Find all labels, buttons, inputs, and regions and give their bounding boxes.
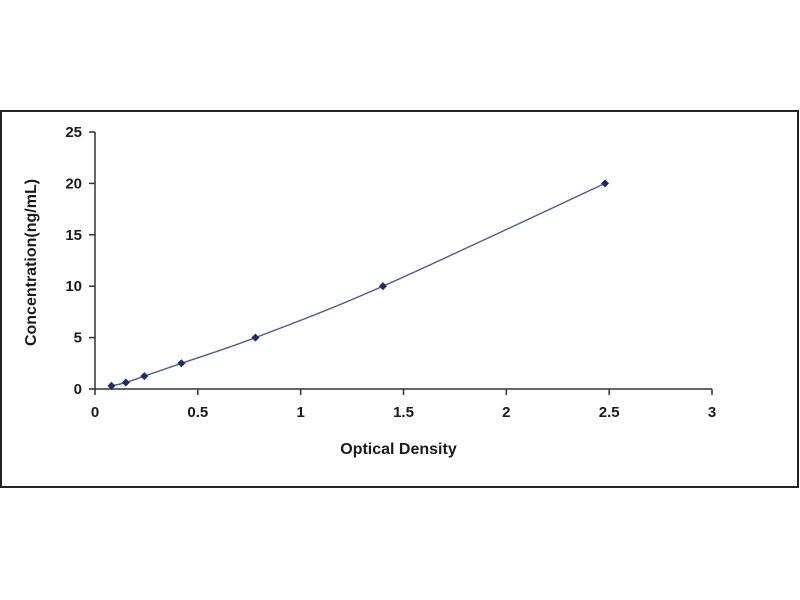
data-point: [378, 282, 387, 291]
x-tick-label: 1.5: [393, 404, 414, 421]
ticks: 0 0.5 1 1.5 2 2.5 3 0 5 10 15 20 25: [65, 124, 716, 421]
data-point: [177, 359, 186, 368]
points-layer: [107, 179, 610, 390]
x-tick-label: 1: [296, 404, 304, 421]
x-tick-label: 2.5: [599, 404, 620, 421]
y-tick-label: 15: [65, 227, 82, 244]
axes: [94, 132, 712, 390]
x-tick-label: 0: [91, 404, 99, 421]
x-tick-label: 3: [708, 404, 716, 421]
data-point: [251, 333, 260, 342]
chart-frame: [0, 110, 799, 488]
x-axis-title: Optical Density: [340, 441, 457, 458]
data-point: [140, 372, 149, 381]
y-tick-label: 5: [74, 330, 82, 347]
x-tick-label: 0.5: [187, 404, 208, 421]
y-tick-label: 25: [65, 124, 82, 141]
data-point: [121, 378, 130, 387]
curve-layer: [111, 182, 606, 387]
x-tick-label: 2: [502, 404, 510, 421]
y-tick-label: 10: [65, 278, 82, 295]
y-tick-label: 0: [74, 381, 82, 398]
data-point: [601, 179, 610, 188]
data-point: [107, 381, 116, 390]
fit-curve: [111, 182, 606, 387]
y-tick-label: 20: [65, 175, 82, 192]
y-axis-title: Concentration(ng/mL): [23, 179, 40, 346]
